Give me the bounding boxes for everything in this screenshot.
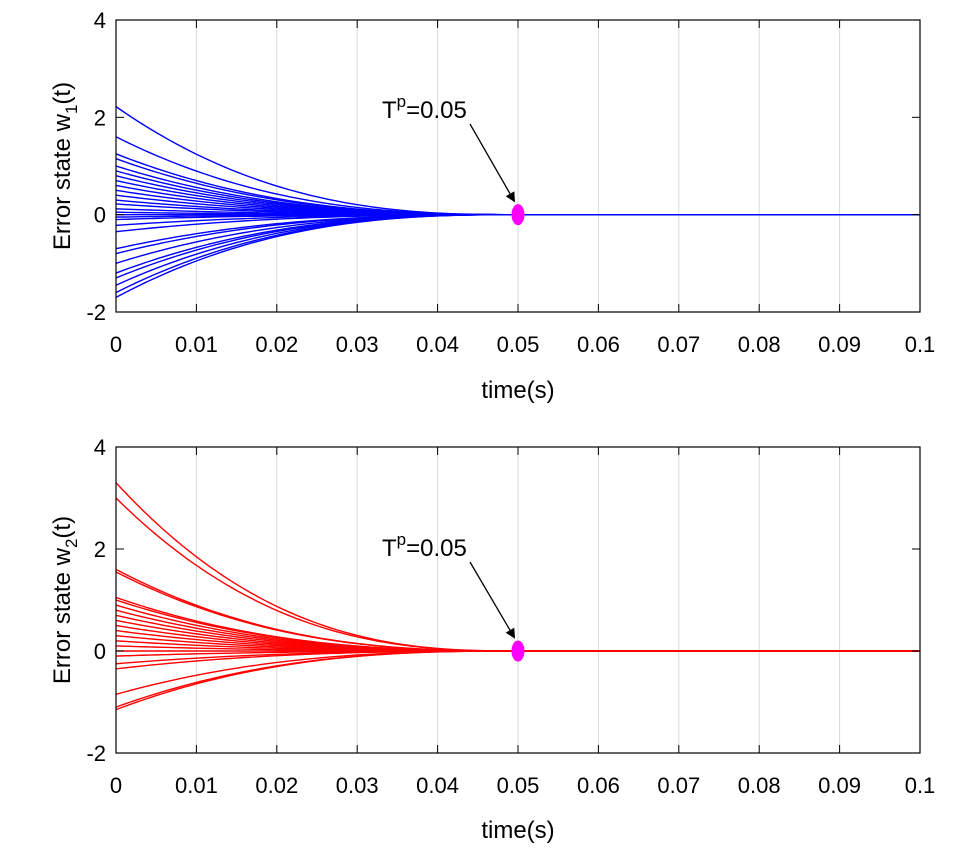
x-tick-label: 0: [110, 332, 122, 357]
x-tick-label: 0.09: [818, 332, 861, 357]
series-line-22: [115, 650, 920, 711]
x-tick-label: 0.02: [255, 773, 298, 798]
series-line-28: [115, 213, 920, 299]
x-tick-label: 0.07: [657, 773, 700, 798]
settling-point-marker: [511, 640, 525, 662]
x-tick-label: 0.04: [416, 332, 459, 357]
x-tick-label: 0.01: [175, 773, 218, 798]
x-tick-label: 0.08: [738, 773, 781, 798]
x-axis-label: time(s): [481, 817, 554, 844]
y-tick-label: 2: [94, 537, 106, 562]
y-tick-label: 4: [94, 8, 106, 33]
y-tick-label: 0: [94, 203, 106, 228]
y-tick-label: 0: [94, 639, 106, 664]
y-tick-label: 2: [94, 105, 106, 130]
x-tick-label: 0.01: [175, 332, 218, 357]
x-axis-label: time(s): [481, 377, 554, 404]
x-tick-label: 0: [110, 773, 122, 798]
x-tick-label: 0.1: [905, 773, 936, 798]
x-tick-label: 0.06: [577, 332, 620, 357]
x-tick-label: 0.05: [497, 332, 540, 357]
annotation-label: Tp=0.05: [382, 92, 467, 124]
x-tick-label: 0.03: [336, 332, 379, 357]
x-tick-label: 0.1: [905, 332, 936, 357]
y-tick-label: -2: [86, 300, 106, 325]
annotation-arrow: [469, 561, 516, 639]
x-tick-label: 0.02: [255, 332, 298, 357]
y-tick-label: 4: [94, 435, 106, 460]
bottom-panel: 0 0.01 0.02 0.03 0.04 0.05 0.06 0.07 0.08 0.09 0.1…: [49, 435, 935, 844]
top-panel: 0 0.01 0.02 0.03 0.04 0.05 0.06 0.07 0.08 0.09 0.1…: [49, 8, 935, 404]
y-tick-label: -2: [86, 741, 106, 766]
x-tick-label: 0.05: [497, 773, 540, 798]
x-tick-label: 0.04: [416, 773, 459, 798]
x-tick-label: 0.08: [738, 332, 781, 357]
x-tick-label: 0.07: [657, 332, 700, 357]
y-axis-label: Error state w2(t): [49, 516, 81, 684]
x-tick-label: 0.09: [818, 773, 861, 798]
annotation-label: Tp=0.05: [382, 530, 467, 562]
settling-point-marker: [511, 204, 525, 226]
x-tick-label: 0.03: [336, 773, 379, 798]
y-axis-label: Error state w1(t): [49, 82, 81, 250]
x-tick-label: 0.06: [577, 773, 620, 798]
annotation-arrow: [469, 123, 515, 203]
